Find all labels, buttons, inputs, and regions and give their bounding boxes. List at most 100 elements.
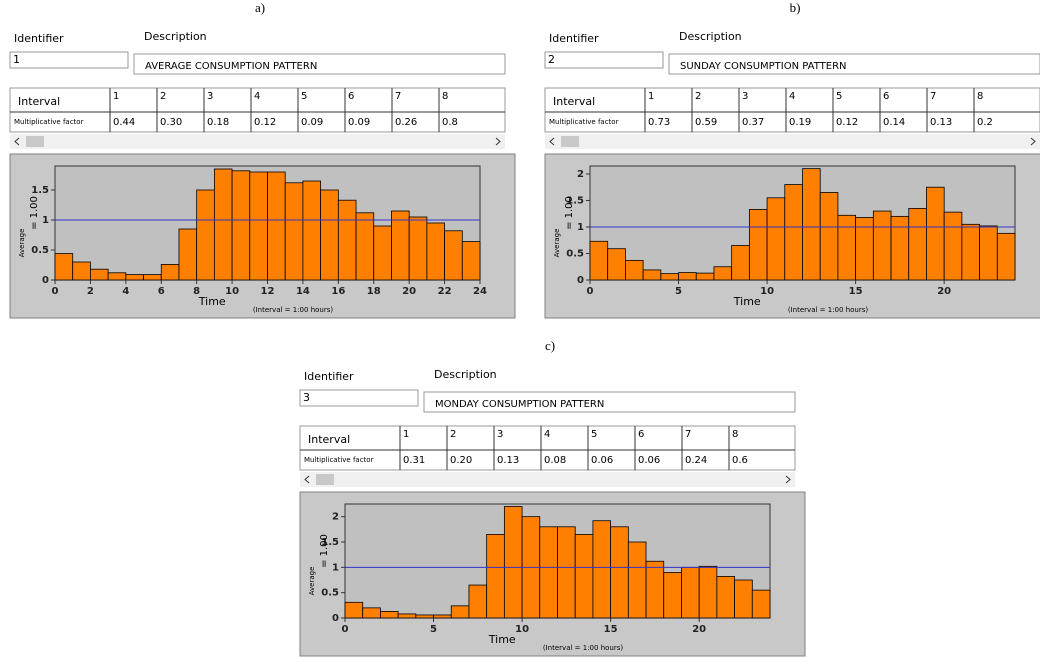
row-header: Interval <box>18 95 60 108</box>
x-tick-label: 16 <box>331 286 345 297</box>
scroll-right[interactable] <box>785 475 791 484</box>
description-input[interactable] <box>668 53 1040 75</box>
factor-cell: 0.37 <box>742 117 764 128</box>
x-tick-label: 5 <box>430 624 437 635</box>
x-tick-label: 20 <box>692 624 706 635</box>
bar <box>355 212 375 281</box>
description-label: Description <box>144 30 207 43</box>
factor-cell: 0.59 <box>695 117 717 128</box>
y-tick-label: 2 <box>332 512 339 523</box>
bar <box>645 560 665 619</box>
y-tick-label: 0 <box>42 275 49 286</box>
bar <box>681 566 700 619</box>
factor-cell: 0.2 <box>977 117 993 128</box>
bar <box>802 168 821 281</box>
interval-cell: 7 <box>930 91 936 102</box>
interval-cell: 2 <box>160 91 166 102</box>
row-header: Interval <box>553 95 595 108</box>
bar <box>748 209 768 281</box>
bar <box>160 263 180 281</box>
scroll-thumb[interactable] <box>561 136 579 147</box>
y-tick-label: 1 <box>42 215 49 226</box>
x-label: Time <box>198 295 226 308</box>
scroll-thumb[interactable] <box>26 136 44 147</box>
bar <box>678 272 697 281</box>
bar <box>397 613 417 619</box>
description-label: Description <box>434 368 497 381</box>
bar <box>90 268 109 281</box>
factor-cell: 0.8 <box>442 117 458 128</box>
bar <box>908 208 927 281</box>
scroll-thumb[interactable] <box>316 474 334 485</box>
scroll-right[interactable] <box>495 137 501 146</box>
x-tick-label: 18 <box>367 286 381 297</box>
interval-cell: 5 <box>591 429 597 440</box>
bar <box>574 534 594 619</box>
x-tick-label: 2 <box>87 286 94 297</box>
x-tick-label: 12 <box>261 286 275 297</box>
y-tick-label: 1 <box>577 222 584 233</box>
identifier-label: Identifier <box>14 32 64 45</box>
identifier-input[interactable] <box>9 51 129 69</box>
y-tick-label: 0 <box>577 275 584 286</box>
interval-cell: 2 <box>450 429 456 440</box>
interval-cell: 5 <box>836 91 842 102</box>
x-label: Time <box>733 295 761 308</box>
interval-cell: 8 <box>732 429 738 440</box>
y-note: = 1.00 <box>319 534 330 568</box>
bar <box>503 506 523 619</box>
y-tick-label: 1 <box>332 562 339 573</box>
bar <box>890 215 910 281</box>
y-tick-label: 0 <box>332 613 339 624</box>
scroll-left[interactable] <box>549 137 555 146</box>
x-tick-label: 6 <box>158 286 165 297</box>
factor-cell: 0.19 <box>789 117 811 128</box>
bar <box>979 225 998 281</box>
x-tick-label: 0 <box>52 286 59 297</box>
description-input[interactable] <box>133 53 506 75</box>
y-label: Average <box>18 229 26 258</box>
x-tick-label: 15 <box>604 624 618 635</box>
x-tick-label: 4 <box>122 286 129 297</box>
factor-cell: 0.13 <box>930 117 952 128</box>
bar <box>660 273 679 281</box>
factor-cell: 0.12 <box>836 117 858 128</box>
scroll-bar <box>10 134 505 149</box>
bar <box>391 210 410 281</box>
table-bg <box>299 425 796 471</box>
identifier-input[interactable] <box>544 51 664 69</box>
identifier-input[interactable] <box>299 389 419 407</box>
x-tick-label: 10 <box>515 624 529 635</box>
bar <box>408 216 428 281</box>
bar <box>426 222 445 281</box>
x-label: Time <box>488 633 516 646</box>
interval-cell: 4 <box>254 91 260 102</box>
scroll-left[interactable] <box>14 137 20 146</box>
identifier-value: 3 <box>303 391 310 404</box>
bar <box>592 520 612 619</box>
bar <box>819 192 839 281</box>
x-tick-label: 22 <box>438 286 452 297</box>
interval-cell: 2 <box>695 91 701 102</box>
factor-cell: 0.26 <box>395 117 417 128</box>
bar <box>415 614 434 619</box>
y-tick-label: 2 <box>577 169 584 180</box>
interval-cell: 3 <box>207 91 213 102</box>
description-input[interactable] <box>423 391 796 413</box>
bar <box>433 614 452 619</box>
bar <box>625 259 644 281</box>
bar <box>461 241 481 281</box>
x-tick-label: 24 <box>473 286 487 297</box>
factor-cell: 0.06 <box>638 455 660 466</box>
scroll-left[interactable] <box>304 475 310 484</box>
bar <box>996 232 1016 281</box>
y-label: Average <box>553 229 561 258</box>
scroll-right[interactable] <box>1030 137 1036 146</box>
bar <box>107 272 127 281</box>
factor-cell: 0.6 <box>732 455 748 466</box>
x-note: (Interval = 1:00 hours) <box>543 644 623 652</box>
x-note: (Interval = 1:00 hours) <box>253 306 333 314</box>
factor-cell: 0.09 <box>348 117 370 128</box>
identifier-label: Identifier <box>549 32 599 45</box>
bar <box>734 579 753 619</box>
